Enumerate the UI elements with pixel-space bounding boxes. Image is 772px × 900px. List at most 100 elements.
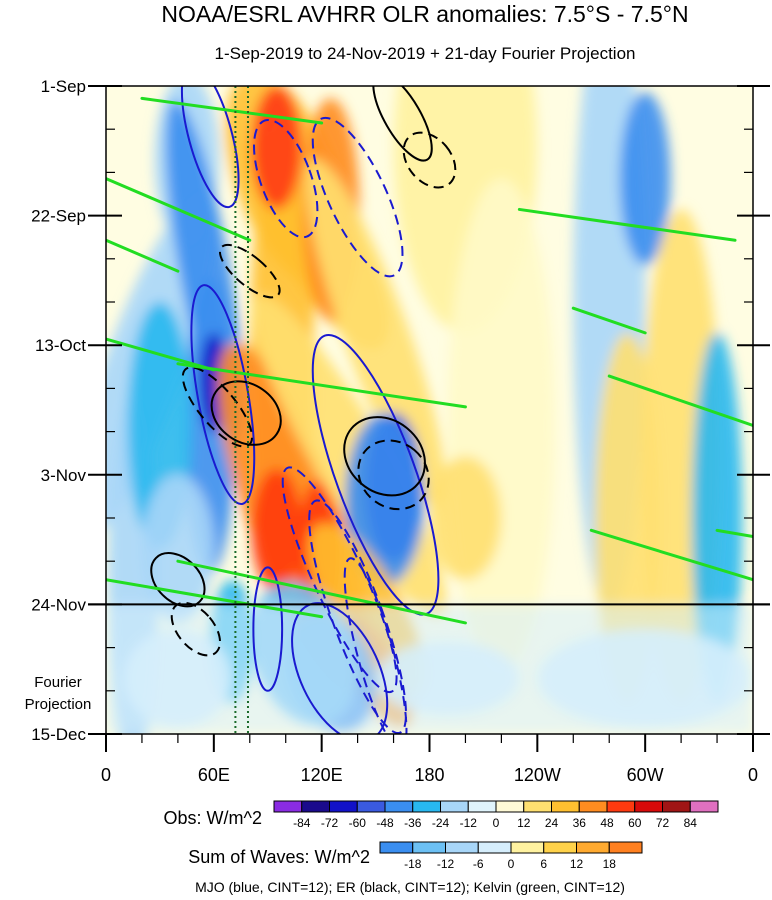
colorbar-level: 0 — [508, 857, 515, 871]
wave-contour — [180, 86, 240, 209]
wave-contour — [308, 499, 407, 734]
kelvin-contour — [715, 528, 753, 539]
wave-contour — [210, 380, 282, 446]
anomaly-blob — [251, 468, 302, 593]
wave-contours — [106, 86, 753, 734]
colorbar-swatch — [412, 841, 446, 854]
wave-contour — [170, 601, 222, 657]
colorbar-swatch — [510, 841, 545, 854]
colorbar-swatch — [301, 800, 330, 813]
colorbar-swatch — [384, 800, 414, 813]
colorbar-label: Sum of Waves: W/m^2 — [188, 847, 370, 867]
projection-label: Fourier — [34, 674, 82, 691]
colorbar-level: 18 — [603, 857, 617, 871]
kelvin-contour — [607, 374, 753, 427]
kelvin-contour — [106, 177, 252, 242]
kelvin-contour — [140, 96, 324, 125]
colorbar-label: Obs: W/m^2 — [164, 808, 262, 828]
colorbar-level: -6 — [473, 857, 484, 871]
wave-contour — [402, 131, 457, 189]
colorbar-level: 12 — [517, 816, 531, 830]
colorbar-swatch — [606, 800, 636, 813]
kelvin-contour — [571, 306, 647, 335]
colorbar-level: -12 — [437, 857, 455, 871]
plot-area — [106, 86, 753, 734]
y-tick-label: 24-Nov — [31, 595, 86, 614]
colorbar-swatch — [689, 800, 719, 813]
colorbar-level: 60 — [628, 816, 642, 830]
colorbar-level: -24 — [432, 816, 450, 830]
y-tick-label: 1-Sep — [41, 77, 86, 96]
anomaly-blob — [620, 92, 671, 265]
colorbar-level: 6 — [540, 857, 547, 871]
colorbar-swatch — [379, 841, 414, 854]
footer-legend: MJO (blue, CINT=12); ER (black, CINT=12)… — [195, 879, 625, 895]
colorbar-swatch — [495, 800, 525, 813]
colorbar-swatch — [543, 841, 577, 854]
anomaly-blob — [429, 456, 502, 580]
kelvin-contour — [589, 528, 753, 582]
colorbar-level: 12 — [570, 857, 584, 871]
chart-subtitle: 1-Sep-2019 to 24-Nov-2019 + 21-day Fouri… — [215, 44, 636, 63]
colorbar-level: 36 — [573, 816, 587, 830]
colorbar-level: -12 — [460, 816, 478, 830]
colorbar-swatch — [634, 800, 663, 813]
y-tick-label: 15-Dec — [31, 725, 86, 744]
anomaly-blob — [305, 158, 446, 508]
sum-of-waves-colorbar: -18 -12 -6 0 6 12 18 Sum of Waves: W/m^2 — [188, 841, 643, 871]
colorbar-swatch — [662, 800, 691, 813]
colorbar-swatch — [273, 800, 303, 813]
colorbar-swatch — [440, 800, 469, 813]
wave-contour — [357, 439, 430, 511]
colorbar-level: -36 — [404, 816, 422, 830]
anomaly-blob — [141, 474, 214, 623]
kelvin-contour — [106, 578, 324, 619]
colorbar-level: -84 — [293, 816, 311, 830]
wave-contour — [218, 243, 281, 299]
colorbar-swatch — [467, 800, 497, 813]
colorbar-swatch — [445, 841, 479, 854]
colorbar-level: -60 — [349, 816, 367, 830]
wave-contour — [252, 566, 284, 692]
kelvin-contour — [176, 362, 467, 409]
x-tick-label: 180 — [414, 765, 444, 785]
anomaly-blob — [345, 413, 425, 586]
projection-label: Projection — [25, 696, 92, 713]
kelvin-contour — [106, 337, 216, 372]
y-tick-label: 22-Sep — [31, 207, 86, 226]
colorbar-swatch — [523, 800, 552, 813]
colorbar-swatch — [329, 800, 358, 813]
colorbar-level: 72 — [656, 816, 670, 830]
colorbar-swatch — [477, 841, 512, 854]
kelvin-contour — [176, 559, 467, 625]
x-tick-label: 0 — [101, 765, 111, 785]
anomaly-blob — [447, 178, 556, 673]
x-tick-label: 60W — [627, 765, 664, 785]
obs-colorbar: -84 -72 -60 -48 -36 -24 -12 0 12 24 36 48 60 72 84 Obs:… — [164, 800, 719, 830]
kelvin-contour — [517, 207, 737, 242]
x-tick-label: 60E — [198, 765, 230, 785]
colorbar-level: -18 — [404, 857, 422, 871]
colorbar-level: 84 — [684, 816, 698, 830]
wave-contour — [311, 116, 404, 278]
x-tick-label: 120E — [301, 765, 343, 785]
wave-contour — [343, 557, 408, 734]
colorbar-swatch — [356, 800, 386, 813]
colorbar-swatch — [578, 800, 608, 813]
chart-title: NOAA/ESRL AVHRR OLR anomalies: 7.5°S - 7… — [161, 1, 688, 27]
colorbar-level: -72 — [321, 816, 339, 830]
anomaly-blob — [251, 86, 302, 210]
y-tick-label: 13-Oct — [35, 336, 86, 355]
colorbar-swatch — [576, 841, 610, 854]
colorbar-swatch — [608, 841, 643, 854]
colorbar-level: 0 — [493, 816, 500, 830]
colorbar-swatch — [412, 800, 441, 813]
colorbar-level: -48 — [376, 816, 394, 830]
colorbar-level: 24 — [545, 816, 559, 830]
wave-contour — [372, 86, 433, 162]
wave-contour — [253, 118, 319, 239]
y-tick-label: 3-Nov — [41, 466, 87, 485]
x-tick-label: 0 — [748, 765, 758, 785]
colorbar-swatch — [551, 800, 580, 813]
